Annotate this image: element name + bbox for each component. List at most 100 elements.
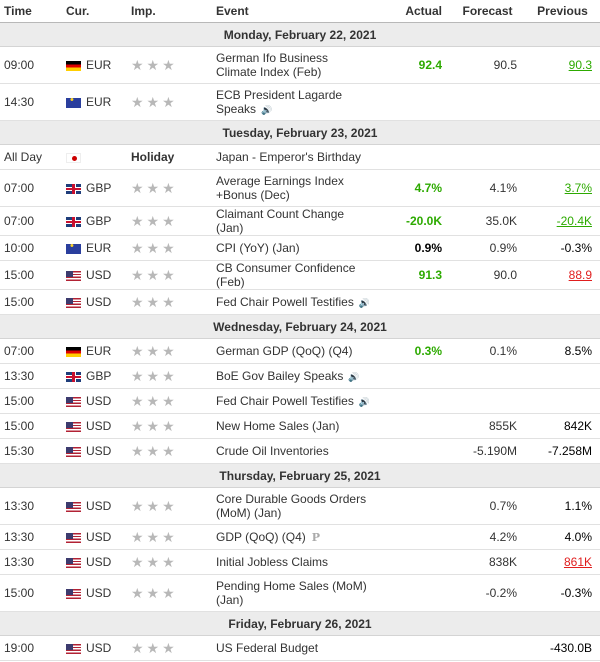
event-previous: -0.3% bbox=[525, 574, 600, 612]
day-date-label: Thursday, February 25, 2021 bbox=[0, 463, 600, 488]
event-row[interactable]: 15:00 USD ★★★ CB Consumer Confidence (Feb) 9… bbox=[0, 260, 600, 290]
event-name-cell[interactable]: ECB President Lagarde Speaks 🔊 bbox=[212, 83, 375, 121]
event-forecast: 0.1% bbox=[450, 338, 525, 364]
event-time: 07:00 bbox=[0, 338, 62, 364]
event-row[interactable]: 07:00 GBP ★★★ Claimant Count Change (Jan) -2… bbox=[0, 206, 600, 236]
event-name-cell[interactable]: Initial Jobless Claims bbox=[212, 549, 375, 575]
event-forecast bbox=[450, 83, 525, 121]
event-name[interactable]: ECB President Lagarde Speaks bbox=[216, 88, 343, 116]
event-name[interactable]: Crude Oil Inventories bbox=[216, 444, 329, 458]
event-name-cell[interactable]: CPI (YoY) (Jan) bbox=[212, 235, 375, 261]
event-name-cell[interactable]: BoE Gov Bailey Speaks 🔊 bbox=[212, 363, 375, 389]
flag-us-icon bbox=[66, 396, 81, 407]
actual-value: 0.3% bbox=[414, 344, 442, 358]
event-currency-cell: GBP bbox=[62, 363, 127, 389]
event-name[interactable]: German Ifo Business Climate Index (Feb) bbox=[216, 51, 329, 79]
event-actual bbox=[375, 524, 450, 550]
event-name[interactable]: CB Consumer Confidence (Feb) bbox=[216, 261, 356, 289]
previous-value: -0.3% bbox=[560, 586, 592, 600]
event-row[interactable]: 19:00 USD ★★★ US Federal Budget -430.0B bbox=[0, 635, 600, 661]
event-row[interactable]: 10:00 EUR ★★★ CPI (YoY) (Jan) 0.9% 0.9% -0.3% bbox=[0, 235, 600, 261]
event-name-cell[interactable]: US Federal Budget bbox=[212, 635, 375, 661]
event-name-cell[interactable]: Claimant Count Change (Jan) bbox=[212, 206, 375, 236]
event-row[interactable]: 07:00 EUR ★★★ German GDP (QoQ) (Q4) 0.3% 0.1%… bbox=[0, 338, 600, 364]
event-currency: EUR bbox=[86, 58, 112, 72]
event-previous: 1.1% bbox=[525, 487, 600, 525]
event-name[interactable]: Japan - Emperor's Birthday bbox=[216, 150, 362, 164]
event-actual: 0.9% bbox=[375, 235, 450, 261]
event-time: 13:30 bbox=[0, 363, 62, 389]
event-actual bbox=[375, 363, 450, 389]
header-importance[interactable]: Imp. bbox=[127, 0, 212, 23]
event-row[interactable]: 13:30 GBP ★★★ BoE Gov Bailey Speaks 🔊 bbox=[0, 363, 600, 389]
event-row[interactable]: 15:00 USD ★★★ Fed Chair Powell Testifies 🔊 bbox=[0, 388, 600, 414]
event-name[interactable]: Average Earnings Index +Bonus (Dec) bbox=[216, 174, 344, 202]
event-row[interactable]: 14:30 EUR ★★★ ECB President Lagarde Speaks🔊 bbox=[0, 83, 600, 121]
header-time[interactable]: Time bbox=[0, 0, 62, 23]
event-row[interactable]: 07:00 GBP ★★★ Average Earnings Index +Bonus… bbox=[0, 169, 600, 207]
event-forecast: -0.2% bbox=[450, 574, 525, 612]
event-importance: ★★★ bbox=[127, 206, 212, 236]
event-name[interactable]: Pending Home Sales (MoM) (Jan) bbox=[216, 579, 367, 607]
event-row[interactable]: 13:30 USD ★★★ Core Durable Goods Orders (Mo… bbox=[0, 487, 600, 525]
event-row[interactable]: 13:30 USD ★★★ GDP (QoQ) (Q4) P 4.2% 4.0% bbox=[0, 524, 600, 550]
importance-stars-icon: ★★★ bbox=[131, 342, 178, 359]
event-time: 15:00 bbox=[0, 289, 62, 315]
event-name-cell[interactable]: Average Earnings Index +Bonus (Dec) bbox=[212, 169, 375, 207]
importance-stars-icon: ★★★ bbox=[131, 212, 178, 229]
event-forecast: 0.9% bbox=[450, 235, 525, 261]
event-name-cell[interactable]: Pending Home Sales (MoM) (Jan) bbox=[212, 574, 375, 612]
event-name-cell[interactable]: New Home Sales (Jan) bbox=[212, 413, 375, 439]
event-time: 15:00 bbox=[0, 260, 62, 290]
event-name-cell[interactable]: Core Durable Goods Orders (MoM) (Jan) bbox=[212, 487, 375, 525]
event-previous bbox=[525, 289, 600, 315]
event-name[interactable]: Fed Chair Powell Testifies bbox=[216, 394, 354, 408]
event-name[interactable]: German GDP (QoQ) (Q4) bbox=[216, 344, 353, 358]
event-name[interactable]: Core Durable Goods Orders (MoM) (Jan) bbox=[216, 492, 367, 520]
event-importance: ★★★ bbox=[127, 83, 212, 121]
event-name[interactable]: CPI (YoY) (Jan) bbox=[216, 241, 300, 255]
header-actual[interactable]: Actual bbox=[375, 0, 450, 23]
event-previous: 861K bbox=[525, 549, 600, 575]
event-name[interactable]: BoE Gov Bailey Speaks bbox=[216, 369, 344, 383]
event-row[interactable]: 15:30 USD ★★★ Crude Oil Inventories -5.190M -… bbox=[0, 438, 600, 464]
importance-stars-icon: ★★★ bbox=[131, 239, 178, 256]
header-event[interactable]: Event bbox=[212, 0, 375, 23]
event-currency-cell: EUR bbox=[62, 46, 127, 84]
header-forecast[interactable]: Forecast bbox=[450, 0, 525, 23]
header-row: Time Cur. Imp. Event Actual Forecast Pre… bbox=[0, 0, 600, 23]
flag-us-icon bbox=[66, 557, 81, 568]
event-actual bbox=[375, 438, 450, 464]
event-row[interactable]: 15:00 USD ★★★ Fed Chair Powell Testifies 🔊 bbox=[0, 289, 600, 315]
event-actual bbox=[375, 487, 450, 525]
flag-eu-icon bbox=[66, 94, 81, 108]
event-row[interactable]: 13:30 USD ★★★ Initial Jobless Claims 838K 861… bbox=[0, 549, 600, 575]
event-name-cell[interactable]: German GDP (QoQ) (Q4) bbox=[212, 338, 375, 364]
event-currency: EUR bbox=[86, 241, 112, 255]
event-name[interactable]: GDP (QoQ) (Q4) bbox=[216, 530, 306, 544]
event-row[interactable]: 15:00 USD ★★★ New Home Sales (Jan) 855K 842K bbox=[0, 413, 600, 439]
event-name-cell[interactable]: Japan - Emperor's Birthday bbox=[212, 144, 375, 170]
event-name-cell[interactable]: Fed Chair Powell Testifies 🔊 bbox=[212, 289, 375, 315]
event-name-cell[interactable]: German Ifo Business Climate Index (Feb) bbox=[212, 46, 375, 84]
event-name[interactable]: US Federal Budget bbox=[216, 641, 319, 655]
event-forecast: 855K bbox=[450, 413, 525, 439]
event-actual bbox=[375, 635, 450, 661]
event-row[interactable]: 09:00 EUR ★★★ German Ifo Business Climate I… bbox=[0, 46, 600, 84]
event-importance: ★★★ bbox=[127, 338, 212, 364]
header-previous[interactable]: Previous bbox=[525, 0, 600, 23]
speech-speaker-icon: 🔊 bbox=[261, 105, 273, 116]
event-name-cell[interactable]: Crude Oil Inventories bbox=[212, 438, 375, 464]
event-row[interactable]: All Day Holiday Japan - Emperor's Birthday bbox=[0, 144, 600, 170]
event-previous: -0.3% bbox=[525, 235, 600, 261]
event-name[interactable]: Claimant Count Change (Jan) bbox=[216, 207, 345, 235]
event-row[interactable]: 15:00 USD ★★★ Pending Home Sales (MoM) (Jan… bbox=[0, 574, 600, 612]
event-name[interactable]: Fed Chair Powell Testifies bbox=[216, 295, 354, 309]
event-name-cell[interactable]: GDP (QoQ) (Q4) P bbox=[212, 524, 375, 550]
event-currency-cell: USD bbox=[62, 549, 127, 575]
event-name[interactable]: Initial Jobless Claims bbox=[216, 555, 329, 569]
event-name-cell[interactable]: CB Consumer Confidence (Feb) bbox=[212, 260, 375, 290]
header-currency[interactable]: Cur. bbox=[62, 0, 127, 23]
event-name[interactable]: New Home Sales (Jan) bbox=[216, 419, 340, 433]
event-name-cell[interactable]: Fed Chair Powell Testifies 🔊 bbox=[212, 388, 375, 414]
